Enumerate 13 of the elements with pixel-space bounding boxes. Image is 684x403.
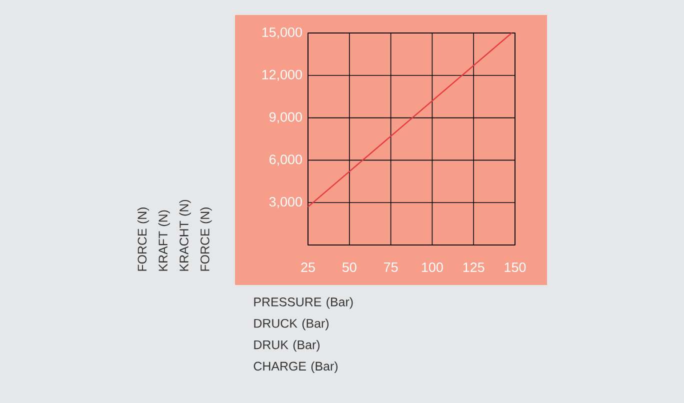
y-axis-title: FORCE (N) KRAFT (N) KRACHT (N) FORCE (N) [137, 200, 212, 271]
y-tick-label: 12,000 [262, 70, 302, 81]
x-tick-label: 125 [463, 262, 484, 272]
x-axis-title: PRESSURE (Bar) DRUCK (Bar) DRUK (Bar) CHARGE (Bar) [254, 297, 353, 374]
y-tick-label: 9,000 [269, 112, 302, 124]
y-tick-label: 15,000 [262, 27, 302, 39]
x-tick-label: 150 [504, 262, 526, 272]
x-tick-label: 50 [342, 262, 356, 272]
x-tick-label: 100 [422, 262, 443, 272]
y-tick-label: 3,000 [269, 197, 302, 208]
y-tick-label: 6,000 [270, 154, 302, 166]
x-tick-label: 75 [384, 262, 398, 272]
x-tick-label: 25 [301, 262, 315, 272]
